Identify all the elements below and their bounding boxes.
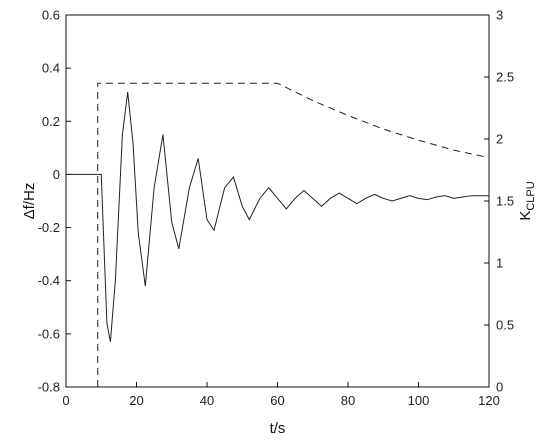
y-axis-right-ticks: 0 0.5 1 1.5 2 2.5 3 bbox=[484, 8, 514, 395]
y-left-tick-label: 0.4 bbox=[42, 61, 60, 76]
x-axis-label: t/s bbox=[270, 420, 286, 437]
x-tick-label: 20 bbox=[129, 393, 143, 408]
x-tick-label: 100 bbox=[408, 393, 430, 408]
y-right-tick-label: 1 bbox=[496, 256, 503, 271]
svg-text:KCLPU: KCLPU bbox=[517, 181, 537, 220]
y-right-tick-label: 2.5 bbox=[496, 70, 514, 85]
y-left-tick-label: -0.2 bbox=[38, 220, 60, 235]
y-right-tick-label: 3 bbox=[496, 8, 503, 23]
k-clpu-series-line bbox=[97, 82, 490, 387]
y-right-tick-label: 0.5 bbox=[496, 318, 514, 333]
y-right-tick-label: 1.5 bbox=[496, 194, 514, 209]
x-tick-label: 120 bbox=[478, 393, 500, 408]
x-tick-label: 60 bbox=[270, 393, 284, 408]
x-axis-ticks: 0 20 40 60 80 100 120 bbox=[62, 382, 500, 408]
plot-area bbox=[65, 14, 490, 388]
x-tick-label: 40 bbox=[200, 393, 214, 408]
y-left-tick-label: 0 bbox=[53, 167, 60, 182]
delta-f-series-line bbox=[66, 91, 489, 342]
x-tick-label: 0 bbox=[62, 393, 69, 408]
y-left-tick-label: -0.8 bbox=[38, 380, 60, 395]
y-axis-right-label-main: K bbox=[517, 211, 534, 221]
y-axis-right-label-sub: CLPU bbox=[525, 181, 537, 210]
y-axis-right-label: KCLPU bbox=[517, 181, 537, 220]
y-left-tick-label: 0.6 bbox=[42, 8, 60, 23]
y-left-tick-label: -0.6 bbox=[38, 326, 60, 341]
x-tick-label: 80 bbox=[341, 393, 355, 408]
y-axis-left-label: Δf/Hz bbox=[21, 183, 38, 220]
y-left-tick-label: -0.4 bbox=[38, 273, 60, 288]
y-left-tick-label: 0.2 bbox=[42, 114, 60, 129]
y-right-tick-label: 2 bbox=[496, 132, 503, 147]
y-right-tick-label: 0 bbox=[496, 380, 503, 395]
y-axis-left-ticks: -0.8 -0.6 -0.4 -0.2 0 0.2 0.4 0.6 bbox=[38, 8, 71, 395]
